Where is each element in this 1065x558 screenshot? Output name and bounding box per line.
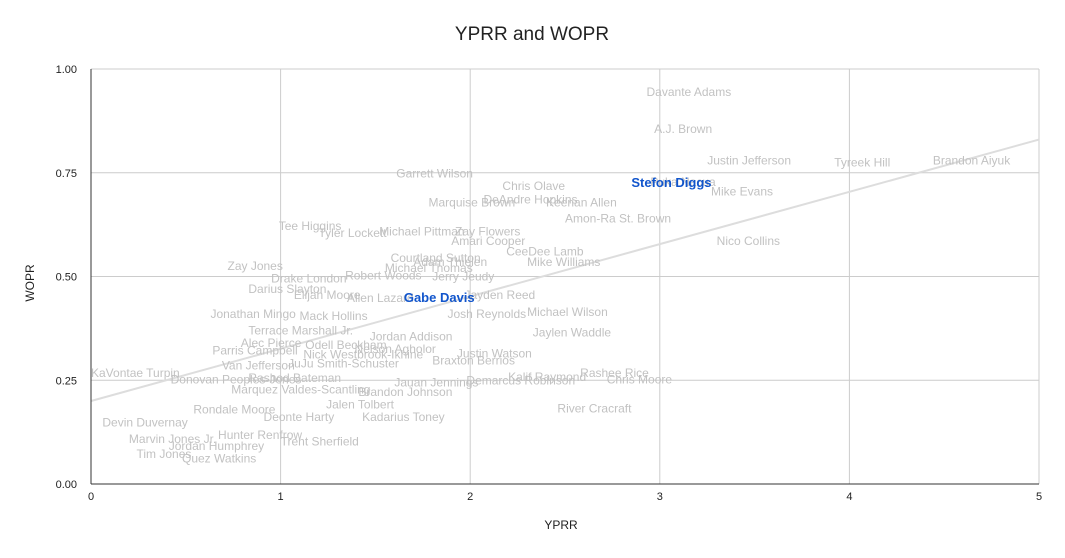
point-label: Parris Campbell <box>212 343 297 357</box>
trendline <box>90 138 1040 402</box>
point-label: Elijah Moore <box>294 288 361 302</box>
chart-title: YPRR and WOPR <box>455 24 609 45</box>
grid-lines <box>90 68 1040 485</box>
point-label: CeeDee Lamb <box>506 245 584 259</box>
point-label: DeAndre Hopkins <box>483 193 577 207</box>
point-label: Donovan Peoples-Jones <box>171 372 302 386</box>
point-label: KaVontae Turpin <box>91 366 180 380</box>
y-tick-label: 0.25 <box>56 375 77 387</box>
point-label: Braxton Berrios <box>432 353 515 367</box>
y-tick-label: 0.00 <box>56 479 77 491</box>
point-label: Robert Woods <box>345 269 421 283</box>
point-label: Deonte Harty <box>264 410 335 424</box>
point-label: Michael Thomas <box>385 261 473 275</box>
point-label: Tyreek Hill <box>834 155 890 169</box>
point-label: Keenan Allen <box>546 196 617 210</box>
point-label: Kadarius Toney <box>362 410 445 424</box>
point-label: Marquise Brown <box>428 196 515 210</box>
point-label: Zay Flowers <box>455 225 520 239</box>
point-label: Nico Collins <box>717 234 780 248</box>
point-label: Devin Duvernay <box>102 416 187 430</box>
point-label: Chris Moore <box>607 372 673 386</box>
point-label: Chris Olave <box>502 179 565 193</box>
point-labels: Davante Adams A.J. Brown Justin Jefferson T… <box>91 85 1011 465</box>
point-label: Garrett Wilson <box>396 167 473 181</box>
point-label: Quez Watkins <box>182 451 256 465</box>
point-label: Rashee Rice <box>580 366 649 380</box>
point-label: Darius Slayton <box>248 282 326 296</box>
point-label: Jalen Tolbert <box>326 397 394 411</box>
highlighted-point-label: Gabe Davis <box>404 290 475 305</box>
y-tick-label: 1.00 <box>56 64 77 76</box>
point-label: JuJu Smith-Schuster <box>288 357 399 371</box>
point-label: Adam Thielen <box>413 255 487 269</box>
highlighted-point-label: Stefon Diggs <box>631 175 711 190</box>
x-tick-label: 5 <box>1036 491 1042 503</box>
point-label: Trent Sherfield <box>281 435 359 449</box>
point-label: Michael Wilson <box>527 305 608 319</box>
x-tick-label: 1 <box>278 491 284 503</box>
point-label: Nelson Agholor <box>355 342 436 356</box>
point-label: Alec Pierce <box>241 336 302 350</box>
point-label: Mike Williams <box>527 255 600 269</box>
point-label: Davante Adams <box>647 85 732 99</box>
point-label: Kalif Raymond <box>508 370 586 384</box>
point-label: Jordan Addison <box>370 330 453 344</box>
point-label: River Cracraft <box>557 401 632 415</box>
point-label: Justin Jefferson <box>707 153 791 167</box>
point-label: Tim Jones <box>137 447 192 461</box>
y-tick-label: 0.50 <box>56 272 77 284</box>
axes: 0 1 2 3 4 5 0.00 0.25 0.50 0.75 1.00 <box>56 64 1042 503</box>
point-label: Courtland Sutton <box>391 251 481 265</box>
point-label: Zay Jones <box>228 259 283 273</box>
point-label: Rashod Bateman <box>248 371 341 385</box>
point-label: Brandon Aiyuk <box>933 153 1011 167</box>
point-label: Brandon Johnson <box>358 385 452 399</box>
point-label: Rondale Moore <box>193 402 275 416</box>
point-label: Marquez Valdes-Scantling <box>231 382 370 396</box>
x-tick-label: 4 <box>846 491 852 503</box>
x-tick-label: 2 <box>467 491 473 503</box>
point-label: Jauan Jennings <box>394 375 478 389</box>
point-label: Jordan Humphrey <box>169 439 264 453</box>
point-label: Michael Pittman <box>379 225 464 239</box>
point-label: Jonathan Mingo <box>210 307 296 321</box>
point-label: Jerry Jeudy <box>432 270 494 284</box>
point-label: Jaylen Waddle <box>533 326 612 340</box>
point-label: Amon-Ra St. Brown <box>565 211 671 225</box>
point-label: Mack Hollins <box>300 309 368 323</box>
point-label: Justin Watson <box>457 346 532 360</box>
point-label: Terrace Marshall Jr. <box>248 323 353 337</box>
point-label: Mike Evans <box>711 184 773 198</box>
point-label: Amari Cooper <box>451 234 525 248</box>
point-label: Odell Beckham <box>305 338 386 352</box>
point-label: Van Jefferson <box>222 359 295 373</box>
point-label: Jayden Reed <box>465 288 536 302</box>
point-label: Demarcus Robinson <box>466 373 575 387</box>
point-label: Tee Higgins <box>279 219 342 233</box>
x-tick-label: 0 <box>88 491 94 503</box>
point-label: Tyler Lockett <box>319 226 388 240</box>
x-axis-title: YPRR <box>544 518 578 532</box>
x-tick-label: 3 <box>657 491 663 503</box>
point-label: Hunter Renfrow <box>218 428 302 442</box>
point-label: Puka Nacua <box>650 175 716 189</box>
point-label: A.J. Brown <box>654 122 712 136</box>
point-label: Marvin Jones Jr. <box>129 432 216 446</box>
point-label: Josh Reynolds <box>447 307 526 321</box>
y-tick-label: 0.75 <box>56 168 77 180</box>
trendline-layer <box>90 138 1040 402</box>
y-axis-title: WOPR <box>23 264 37 302</box>
point-label: Drake London <box>271 272 346 286</box>
point-label: Nick Westbrook-Ikhine <box>303 348 423 362</box>
point-label: Allen Lazard <box>347 291 414 305</box>
